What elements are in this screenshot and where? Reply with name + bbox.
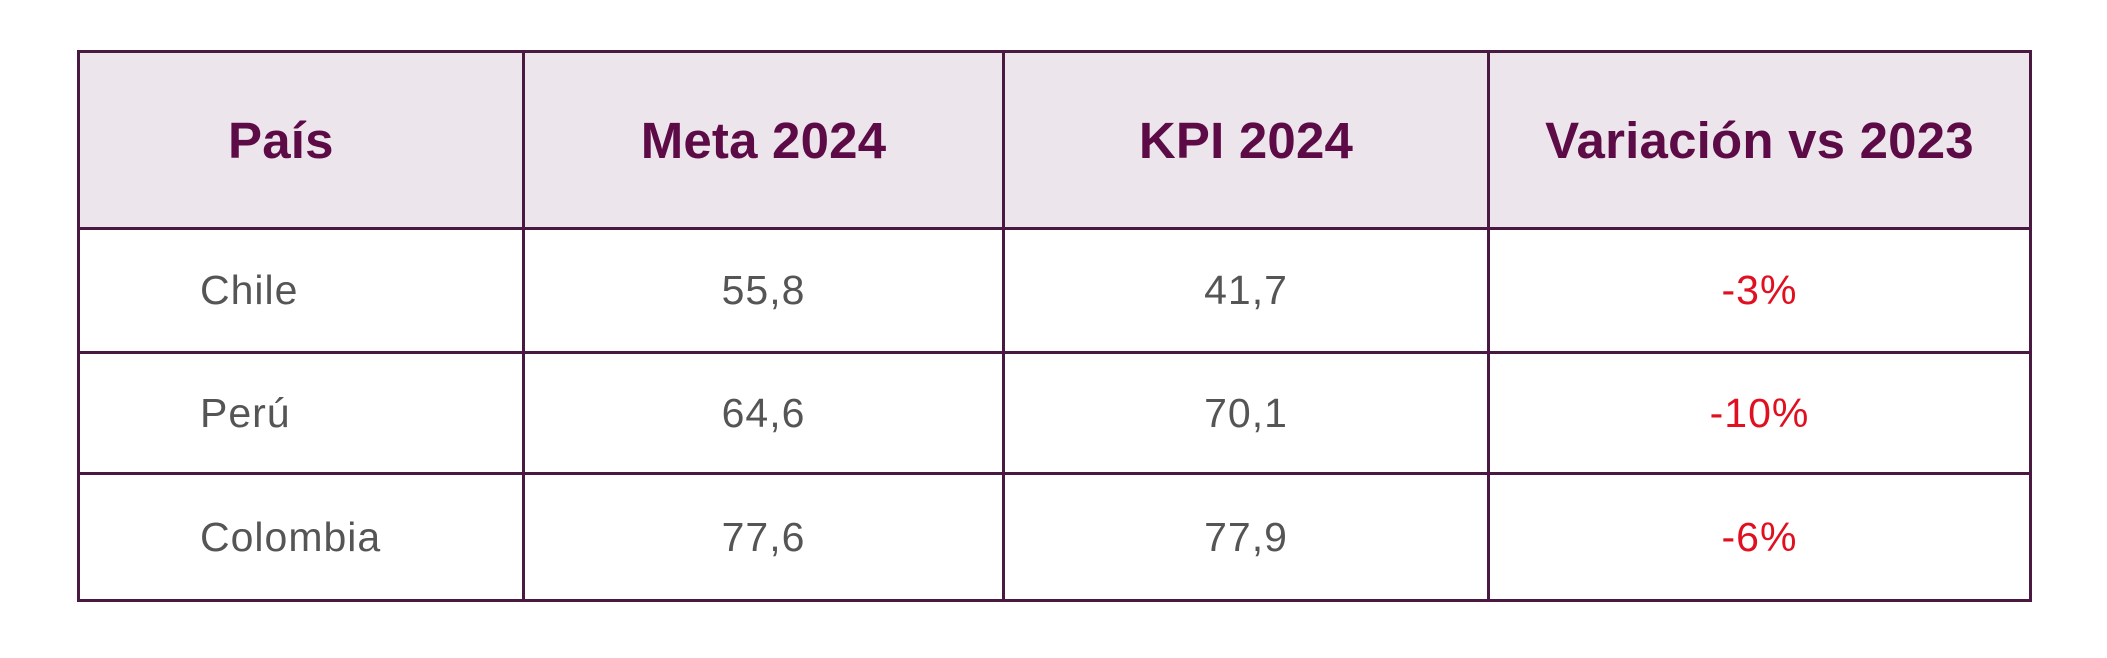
kpi-table: País Meta 2024 KPI 2024 Variación vs 202… — [77, 50, 2032, 602]
variation-cell: -3% — [1487, 227, 2032, 354]
country-cell: Colombia — [77, 472, 525, 602]
kpi-cell: 70,1 — [1002, 351, 1490, 475]
header-kpi-2024: KPI 2024 — [1002, 50, 1490, 230]
header-meta-2024: Meta 2024 — [522, 50, 1005, 230]
kpi-cell: 41,7 — [1002, 227, 1490, 354]
meta-cell: 64,6 — [522, 351, 1005, 475]
country-cell: Chile — [77, 227, 525, 354]
variation-cell: -6% — [1487, 472, 2032, 602]
table-row: Chile 55,8 41,7 -3% — [77, 227, 2032, 354]
table-row: Perú 64,6 70,1 -10% — [77, 351, 2032, 475]
header-variation-vs-2023: Variación vs 2023 — [1487, 50, 2032, 230]
table-row: Colombia 77,6 77,9 -6% — [77, 472, 2032, 602]
table-body: Chile 55,8 41,7 -3% Perú 64,6 70,1 -10% … — [77, 227, 2032, 602]
variation-cell: -10% — [1487, 351, 2032, 475]
table-header: País Meta 2024 KPI 2024 Variación vs 202… — [77, 50, 2032, 230]
meta-cell: 77,6 — [522, 472, 1005, 602]
meta-cell: 55,8 — [522, 227, 1005, 354]
country-cell: Perú — [77, 351, 525, 475]
header-country: País — [77, 50, 525, 230]
kpi-cell: 77,9 — [1002, 472, 1490, 602]
header-row: País Meta 2024 KPI 2024 Variación vs 202… — [77, 50, 2032, 230]
